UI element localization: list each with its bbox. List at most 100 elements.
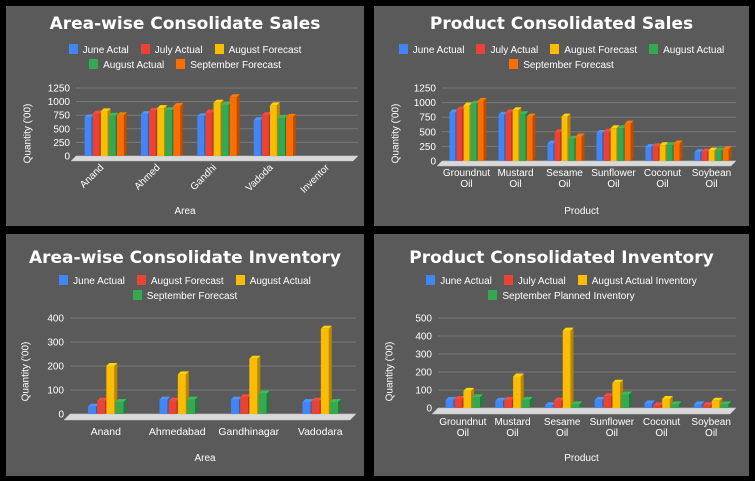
legend-label: August Forecast xyxy=(228,45,302,56)
bar-side xyxy=(629,391,633,408)
chart-title: Area-wise Consolidate Inventory xyxy=(28,248,342,268)
x-tick-label: Mustard Oil xyxy=(497,168,533,190)
bar xyxy=(670,404,679,408)
x-tick-label: Anand xyxy=(91,426,122,438)
legend-item: August Actual xyxy=(649,43,724,58)
bar xyxy=(249,358,258,414)
bar-top xyxy=(498,111,508,115)
legend: June Actual July Actual August Actual Inve… xyxy=(374,274,749,304)
legend-swatch xyxy=(398,44,408,54)
bar-top xyxy=(454,396,466,399)
legend-label: September Planned Inventory xyxy=(502,291,635,302)
legend-swatch xyxy=(89,59,99,69)
y-tick-label: 250 xyxy=(419,142,436,153)
legend-swatch xyxy=(136,275,146,285)
bar-top xyxy=(644,400,656,404)
bar xyxy=(513,376,521,408)
bar-side xyxy=(293,113,297,156)
x-tick-label: Sesame Oil xyxy=(546,168,583,190)
legend-item: June Actual xyxy=(426,274,492,289)
bar-top xyxy=(715,147,725,151)
legend-swatch xyxy=(235,275,245,285)
bar-top xyxy=(230,396,242,400)
legend-label: August Forecast xyxy=(150,276,224,287)
legend-label: July Actual xyxy=(517,276,566,287)
legend-item: August Actual xyxy=(235,274,311,289)
y-tick-label: 400 xyxy=(47,314,64,325)
bar-side xyxy=(180,102,184,156)
bar-top xyxy=(249,355,261,359)
bar xyxy=(187,399,196,414)
bar xyxy=(562,330,571,408)
bar-top xyxy=(253,117,264,121)
bar-top xyxy=(302,399,314,402)
legend-swatch xyxy=(509,59,519,69)
bar-top xyxy=(116,112,127,116)
legend-label: September Forecast xyxy=(190,60,281,71)
y-tick-label: 400 xyxy=(415,332,432,343)
y-tick-label: 0 xyxy=(64,152,70,163)
bar xyxy=(505,112,512,161)
bar-top xyxy=(495,397,507,401)
bar xyxy=(617,128,624,161)
x-tick-label: Groundnut Oil xyxy=(443,168,490,190)
bar-side xyxy=(652,400,656,408)
bar xyxy=(449,112,456,161)
bar-top xyxy=(512,107,522,111)
bar-top xyxy=(603,393,615,397)
bar-side xyxy=(678,401,682,408)
bar xyxy=(653,405,661,408)
bar xyxy=(205,112,213,156)
bar-top xyxy=(659,142,669,146)
bar xyxy=(302,402,311,414)
chart-title: Product Consolidated Sales xyxy=(429,14,694,34)
legend-label: August Forecast xyxy=(564,45,638,56)
x-axis-label: Product xyxy=(564,206,599,217)
y-tick-label: 300 xyxy=(47,338,64,349)
bar-top xyxy=(187,396,199,400)
bar xyxy=(553,400,562,408)
bar-top xyxy=(108,112,119,116)
legend-item: August Forecast xyxy=(550,43,637,58)
legend-item: September Forecast xyxy=(509,58,614,73)
bar-side xyxy=(529,396,533,408)
bar xyxy=(261,115,269,156)
bar-top xyxy=(140,111,151,115)
y-tick-label: 750 xyxy=(53,111,70,122)
legend-item: July Actual xyxy=(140,43,203,58)
legend-item: July Actual xyxy=(503,274,566,289)
bar-top xyxy=(652,143,662,147)
x-tick-label: Mustard Oil xyxy=(494,417,530,439)
bar xyxy=(177,374,186,414)
y-axis-label: Quantity ('00) xyxy=(384,341,396,402)
bar-top xyxy=(168,397,180,401)
y-tick-label: 0 xyxy=(426,404,432,415)
legend-item: August Actual xyxy=(89,58,164,73)
bar xyxy=(504,399,512,408)
chart-plot: 0 250 500 750 1000 1250 Groundnut Oil Mustard Oil… xyxy=(414,84,737,190)
x-tick-label: Gandhi xyxy=(189,162,220,193)
bar-top xyxy=(670,401,682,405)
bar xyxy=(498,114,505,161)
legend-label: September Forecast xyxy=(523,60,614,71)
legend-item: August Forecast xyxy=(136,274,224,289)
legend-label: August Actual xyxy=(103,60,165,71)
bar xyxy=(100,111,108,156)
bar-top xyxy=(240,394,252,398)
bar-top xyxy=(666,142,676,146)
bar xyxy=(472,397,481,408)
legend-item: June Actual xyxy=(398,43,464,58)
x-tick-label: Ahmedabad xyxy=(149,426,206,438)
bar xyxy=(662,399,670,408)
bar-top xyxy=(610,125,620,129)
bar-top xyxy=(470,100,480,104)
bar xyxy=(456,109,463,161)
bar-top xyxy=(106,363,118,366)
bar-side xyxy=(123,399,127,414)
chart-panel-area-sales: Area-wise Consolidate Sales June Actal Ju… xyxy=(6,6,364,226)
legend-label: August Actual xyxy=(663,45,725,56)
bar xyxy=(547,143,554,161)
bar xyxy=(708,150,715,161)
bar-top xyxy=(693,401,705,405)
bar xyxy=(666,145,673,161)
